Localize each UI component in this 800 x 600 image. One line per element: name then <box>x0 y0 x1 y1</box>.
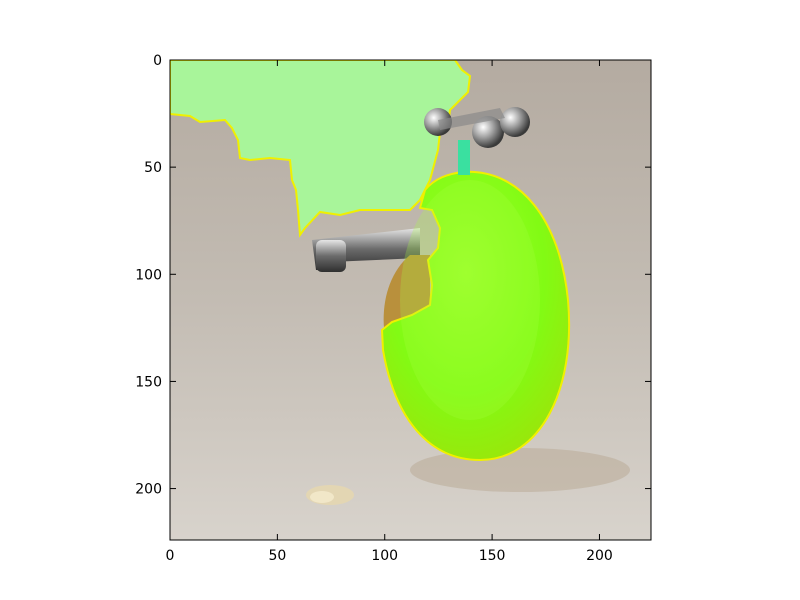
egg-shadow <box>410 448 630 492</box>
stem <box>458 140 470 175</box>
x-tick-label: 100 <box>371 548 398 564</box>
knob-center <box>472 116 504 148</box>
mask-region-egg <box>380 170 570 462</box>
mask-region-light <box>170 60 472 238</box>
y-tick-label: 200 <box>135 482 162 498</box>
x-tick-label: 0 <box>166 548 175 564</box>
y-tick-label: 100 <box>135 267 162 283</box>
y-tick-label: 50 <box>144 160 162 176</box>
x-tick-label: 150 <box>479 548 506 564</box>
y-tick-label: 150 <box>135 374 162 390</box>
axis-tick-labels: 0 50 100 150 200 0 50 100 150 200 <box>135 53 613 564</box>
x-tick-label: 50 <box>268 548 286 564</box>
axis-ticks <box>169 59 651 540</box>
knob-right <box>500 107 530 137</box>
photo <box>170 60 651 540</box>
x-tick-label: 200 <box>586 548 613 564</box>
y-tick-label: 0 <box>153 53 162 69</box>
plot-frame <box>169 59 652 541</box>
